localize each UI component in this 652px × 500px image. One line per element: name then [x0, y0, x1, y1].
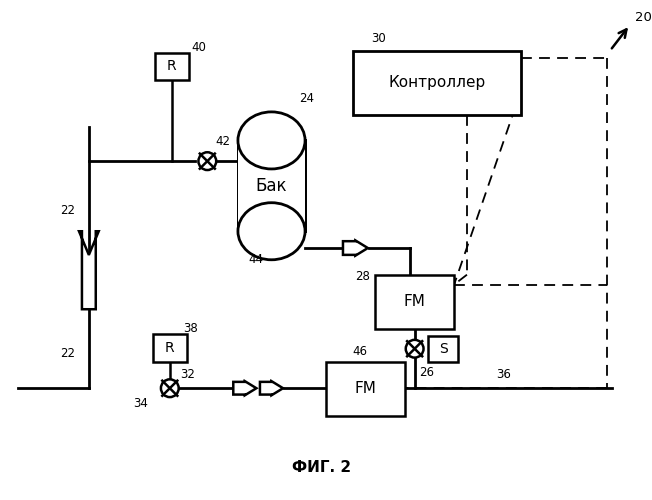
Text: 44: 44 — [248, 254, 263, 266]
Bar — [353, 50, 521, 114]
Circle shape — [161, 380, 179, 397]
Circle shape — [406, 340, 424, 357]
Text: Контроллер: Контроллер — [389, 75, 486, 90]
Text: FM: FM — [404, 294, 426, 310]
Text: S: S — [439, 342, 448, 355]
Bar — [428, 336, 458, 361]
Text: Бак: Бак — [256, 177, 288, 195]
Text: 34: 34 — [133, 396, 148, 409]
Ellipse shape — [238, 202, 305, 260]
Text: 36: 36 — [496, 368, 511, 381]
Text: 42: 42 — [215, 135, 230, 148]
Text: R: R — [167, 60, 177, 74]
Ellipse shape — [238, 112, 305, 169]
Text: 26: 26 — [420, 366, 435, 379]
Bar — [153, 334, 186, 361]
Text: 24: 24 — [299, 92, 314, 106]
Circle shape — [198, 152, 216, 170]
Text: ФИГ. 2: ФИГ. 2 — [292, 460, 351, 474]
Text: 22: 22 — [60, 347, 75, 360]
Text: 22: 22 — [60, 204, 75, 217]
Bar — [326, 362, 405, 416]
Polygon shape — [79, 231, 98, 309]
Text: 28: 28 — [355, 270, 370, 283]
Bar — [375, 274, 454, 329]
Polygon shape — [233, 381, 256, 396]
Bar — [238, 140, 305, 231]
Text: 38: 38 — [184, 322, 198, 336]
Polygon shape — [343, 240, 368, 256]
Text: 40: 40 — [192, 41, 207, 54]
Text: 32: 32 — [180, 368, 195, 381]
Text: FM: FM — [354, 381, 376, 396]
Text: 46: 46 — [353, 345, 368, 358]
Text: 20: 20 — [635, 12, 652, 24]
Polygon shape — [260, 381, 283, 396]
Bar — [155, 52, 188, 80]
Text: R: R — [165, 340, 175, 354]
Bar — [239, 138, 304, 230]
Text: 30: 30 — [371, 32, 385, 45]
